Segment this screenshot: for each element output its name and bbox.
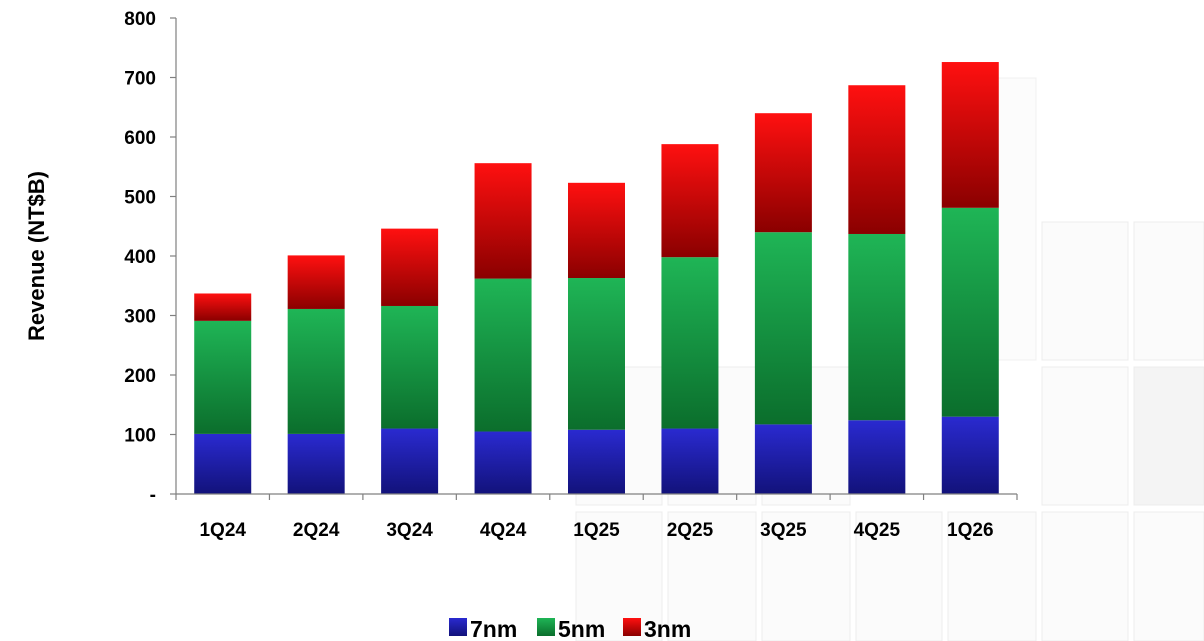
legend-swatch-5nm <box>537 618 555 636</box>
x-tick-label: 1Q26 <box>947 520 993 541</box>
background-square <box>1133 511 1204 641</box>
bar-3nm-2Q25 <box>661 144 719 258</box>
y-tick-label: 600 <box>124 128 156 149</box>
bar-5nm-2Q24 <box>287 308 345 434</box>
x-tick-label: 1Q24 <box>199 520 246 541</box>
bar-5nm-1Q25 <box>568 278 625 430</box>
y-tick-label: 500 <box>124 188 156 209</box>
y-tick-label: - <box>150 485 156 506</box>
legend-label-5nm: 5nm <box>558 616 605 641</box>
x-tick-label: 4Q24 <box>480 520 527 541</box>
bar-3nm-4Q24 <box>474 163 532 279</box>
x-tick-label: 4Q25 <box>854 520 901 541</box>
legend-label-7nm: 7nm <box>470 616 517 641</box>
bar-7nm-4Q25 <box>848 420 906 494</box>
bar-7nm-4Q24 <box>474 431 532 494</box>
bar-7nm-1Q24 <box>194 433 252 494</box>
bar-5nm-4Q24 <box>474 278 532 432</box>
background-square <box>855 511 943 641</box>
x-tick-label: 3Q24 <box>386 520 433 541</box>
bar-3nm-1Q26 <box>941 62 999 208</box>
bar-5nm-1Q24 <box>194 320 252 434</box>
background-square <box>1041 366 1129 506</box>
bar-7nm-1Q26 <box>941 416 999 494</box>
bar-3nm-3Q25 <box>754 113 812 233</box>
y-tick-label: 400 <box>124 247 156 268</box>
bar-7nm-2Q24 <box>287 433 345 494</box>
bar-3nm-1Q24 <box>194 293 252 321</box>
bar-3nm-2Q24 <box>287 255 345 309</box>
background-square <box>947 511 1037 641</box>
legend: 7nm 5nm 3nm <box>449 616 691 641</box>
bar-5nm-2Q25 <box>661 257 719 429</box>
legend-swatch-7nm <box>449 618 467 636</box>
y-tick-label: 200 <box>124 366 156 387</box>
y-axis-title: Revenue (NT$B) <box>24 171 49 341</box>
background-square <box>761 511 851 641</box>
x-tick-label: 2Q24 <box>293 520 340 541</box>
bar-7nm-2Q25 <box>661 428 719 494</box>
bar-7nm-1Q25 <box>568 429 625 494</box>
bar-3nm-1Q25 <box>568 182 625 279</box>
background-square <box>667 511 757 641</box>
background-square <box>1133 366 1204 506</box>
y-tick-label: 100 <box>124 426 156 447</box>
background-square <box>1041 221 1129 361</box>
x-tick-label: 2Q25 <box>667 520 714 541</box>
bar-5nm-3Q25 <box>754 232 812 425</box>
axes-group: - 100 200 300 400 500 600 700 800 1Q24 2Q24 3Q24 4Q2… <box>124 9 1018 541</box>
bar-7nm-3Q24 <box>381 428 439 494</box>
background-square <box>1133 221 1204 361</box>
bar-5nm-4Q25 <box>848 233 906 421</box>
y-tick-label: 800 <box>124 9 156 30</box>
x-tick-label: 3Q25 <box>760 520 807 541</box>
bar-3nm-4Q25 <box>848 85 906 234</box>
background-square <box>1041 511 1129 641</box>
bar-5nm-3Q24 <box>381 305 439 429</box>
y-tick-label: 300 <box>124 307 156 328</box>
legend-swatch-3nm <box>623 618 641 636</box>
y-tick-label: 700 <box>124 69 156 90</box>
legend-label-3nm: 3nm <box>644 616 691 641</box>
bar-3nm-3Q24 <box>381 228 439 306</box>
bar-5nm-1Q26 <box>941 207 999 417</box>
bars-group <box>194 62 999 494</box>
bar-7nm-3Q25 <box>754 424 812 494</box>
x-tick-label: 1Q25 <box>573 520 620 541</box>
background-square <box>575 511 663 641</box>
